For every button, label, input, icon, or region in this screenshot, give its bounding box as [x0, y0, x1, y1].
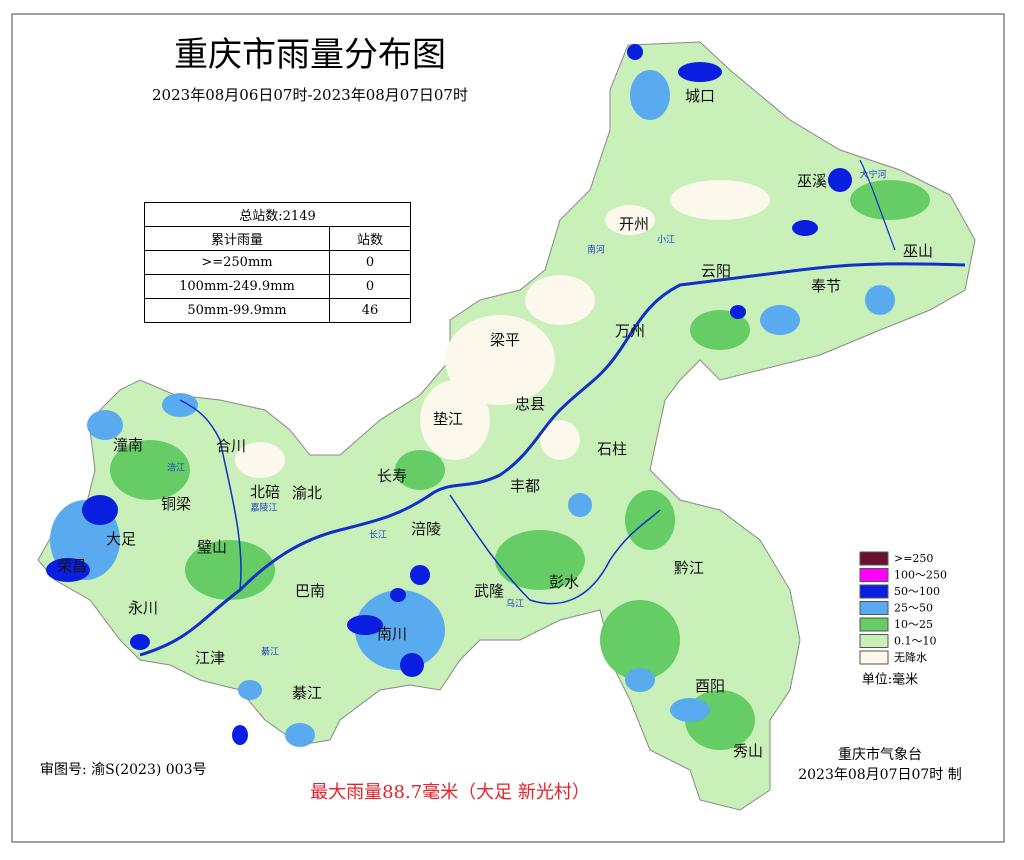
frame [11, 13, 1005, 843]
table-row: 100mm-249.9mm 0 [144, 274, 411, 299]
district-label: 合川 [216, 437, 246, 455]
district-label: 万州 [615, 322, 645, 340]
river-label: 南河 [587, 244, 605, 256]
legend-swatch [859, 551, 889, 566]
district-label: 巫山 [903, 242, 933, 260]
district-label: 酉阳 [695, 677, 725, 695]
legend-swatch [859, 601, 889, 615]
max-rain: 最大雨量88.7毫米（大足 新光村） [310, 782, 590, 803]
legend-swatch [859, 634, 889, 648]
title: 重庆市雨量分布图 [174, 35, 446, 75]
district-label: 江津 [195, 649, 225, 667]
table-cell: 0 [329, 250, 411, 275]
legend-label: 100～250 [894, 569, 947, 582]
approval: 审图号: 渝S(2023) 003号 [40, 762, 206, 778]
col-head: 站数 [329, 226, 411, 251]
table-cell: 50mm-99.9mm [144, 298, 330, 323]
district-label: 黔江 [674, 559, 704, 577]
district-label: 奉节 [811, 277, 841, 295]
table-row: >=250mm 0 [144, 250, 411, 275]
district-label: 荣昌 [57, 557, 87, 575]
district-label: 渝北 [292, 484, 322, 502]
table-total: 总站数:2149 [144, 202, 411, 227]
district-label: 涪陵 [411, 520, 441, 538]
district-label: 大足 [106, 530, 136, 548]
district-label: 潼南 [113, 436, 143, 454]
river-label: 长江 [369, 529, 387, 541]
legend-unit: 单位:毫米 [862, 672, 918, 688]
district-label: 彭水 [549, 573, 579, 591]
river-label: 大宁河 [859, 169, 886, 181]
district-label: 秀山 [733, 742, 763, 760]
legend-swatch [859, 650, 889, 665]
legend-label: 无降水 [894, 650, 927, 664]
table-cell: 0 [329, 274, 411, 299]
district-label: 璧山 [197, 538, 227, 556]
district-label: 开州 [619, 215, 649, 233]
district-label: 忠县 [515, 395, 545, 413]
legend-swatch [859, 617, 889, 632]
river-label: 涪江 [167, 462, 185, 474]
district-label: 垫江 [433, 410, 463, 428]
legend-label: 50～100 [894, 585, 940, 598]
district-label: 石柱 [597, 440, 627, 458]
legend-label: >=250 [894, 552, 933, 565]
agency: 重庆市气象台 [838, 746, 922, 763]
river-label: 乌江 [506, 598, 524, 610]
region [37, 41, 976, 811]
station-table: 总站数:2149 累计雨量 站数 >=250mm 0 100mm-249.9mm 0 50… [144, 202, 411, 323]
legend-swatch [859, 584, 889, 599]
legend-swatch [859, 568, 889, 582]
col-head: 累计雨量 [144, 226, 330, 251]
district-label: 长寿 [377, 467, 407, 485]
district-label: 綦江 [292, 684, 322, 702]
district-label: 巫溪 [797, 172, 827, 190]
legend-label: 25～50 [894, 602, 933, 615]
district-label: 丰都 [510, 477, 540, 495]
district-label: 梁平 [490, 331, 520, 349]
district-label: 铜梁 [161, 495, 191, 513]
table-cell: 46 [329, 298, 411, 323]
district-label: 北碚 [250, 483, 280, 501]
subtitle: 2023年08月06日07时-2023年08月07日07时 [152, 86, 468, 104]
river-label: 嘉陵江 [250, 502, 277, 514]
river-label: 小江 [657, 235, 675, 246]
district-label: 巴南 [295, 582, 325, 600]
district-label: 云阳 [701, 262, 731, 280]
table-row: 50mm-99.9mm 46 [144, 298, 411, 323]
district-label: 永川 [128, 599, 158, 617]
district-label: 南川 [377, 625, 407, 643]
district-label: 武隆 [474, 582, 504, 600]
issued: 2023年08月07日07时 制 [798, 767, 962, 783]
legend-label: 0.1～10 [894, 635, 937, 648]
river-label: 綦江 [261, 646, 279, 658]
table-cell: >=250mm [144, 250, 330, 275]
district-label: 城口 [685, 87, 715, 105]
table-cell: 100mm-249.9mm [144, 274, 330, 299]
legend-label: 10～25 [894, 618, 933, 631]
